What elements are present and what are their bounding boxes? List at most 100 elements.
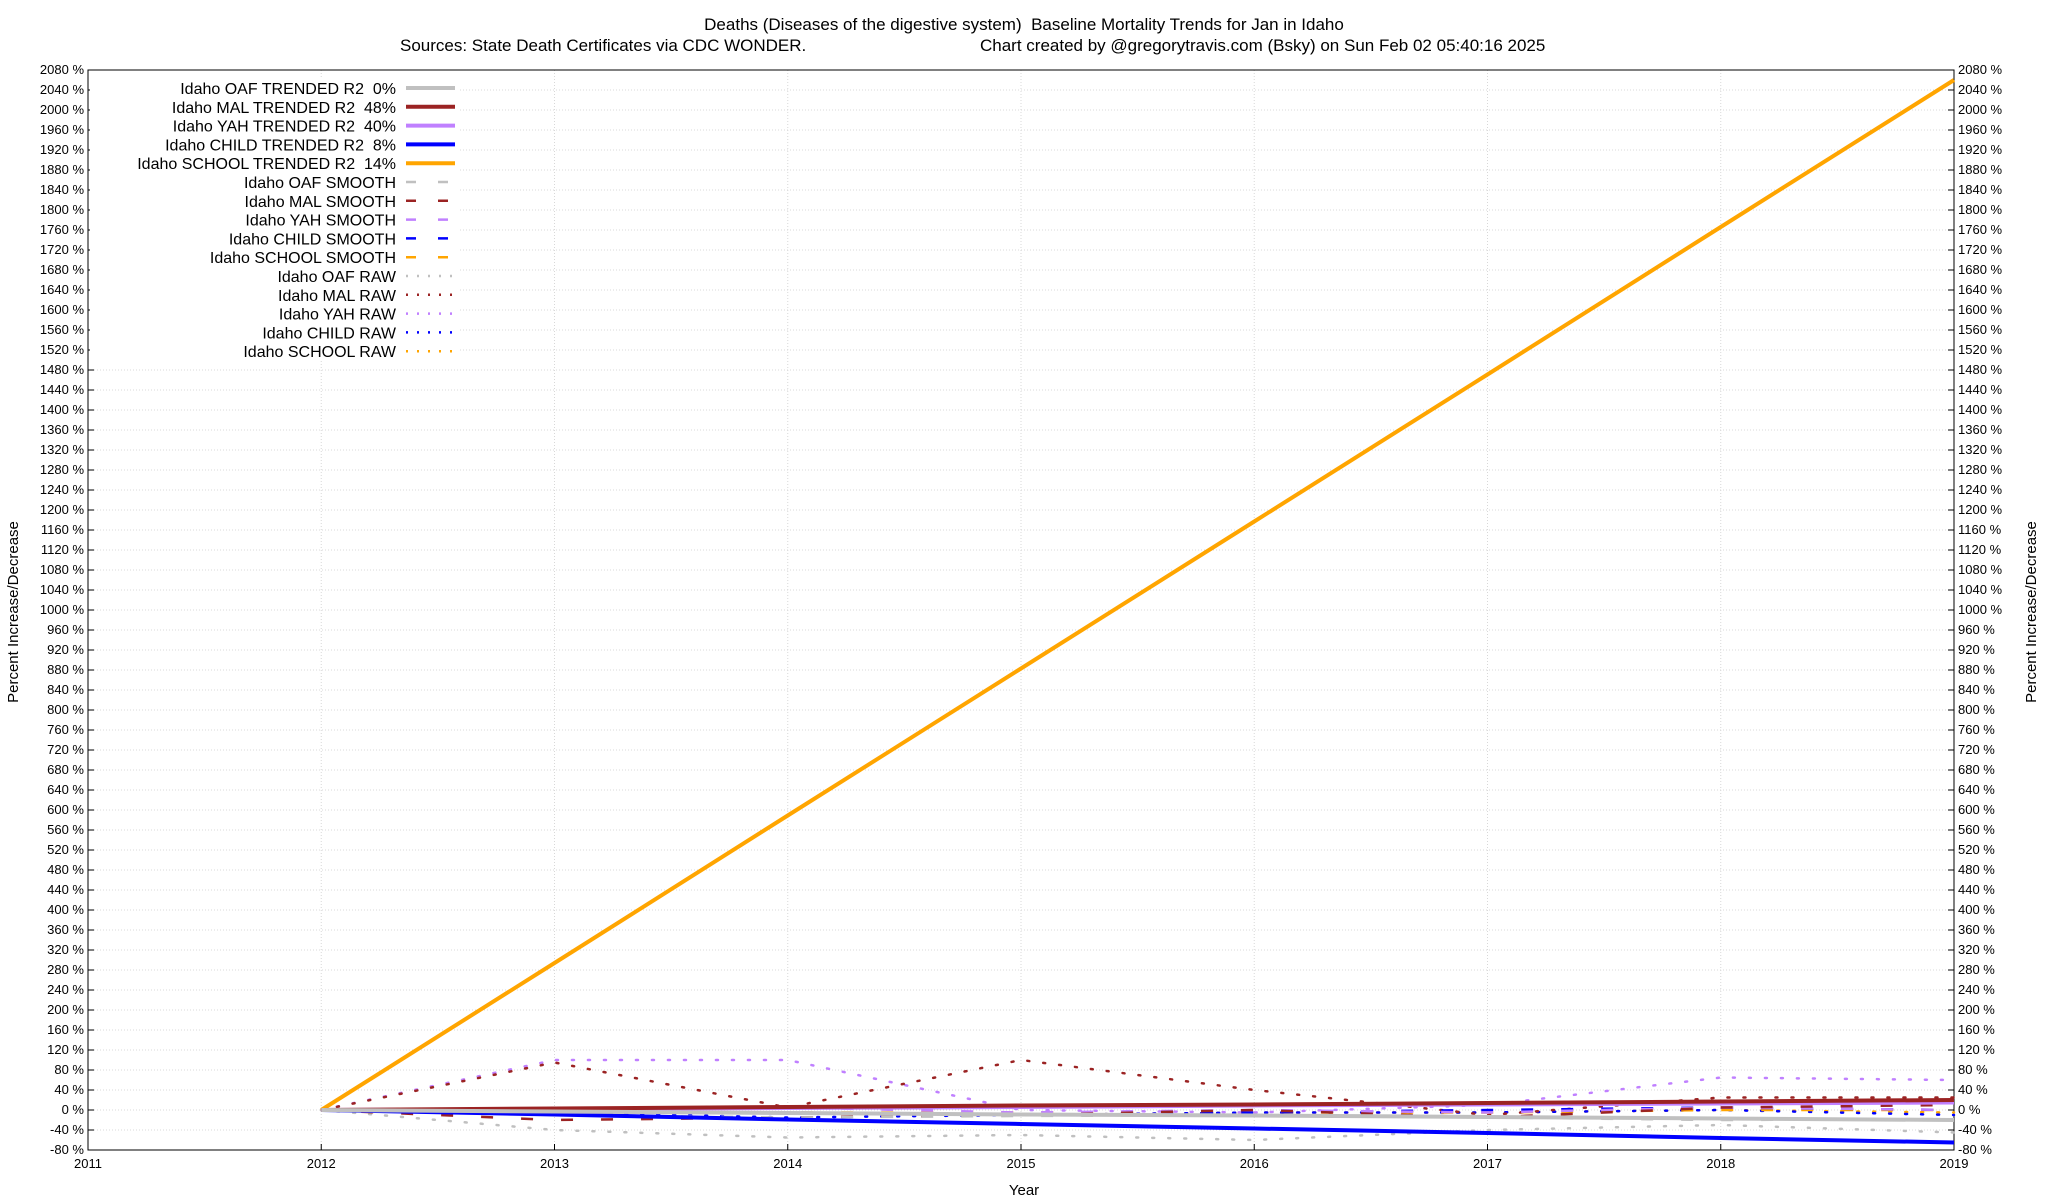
y2-tick-label: 1840 % bbox=[1958, 182, 2003, 197]
y2-tick-label: 1360 % bbox=[1958, 422, 2003, 437]
y-tick-label: 840 % bbox=[47, 682, 84, 697]
y2-tick-label: 840 % bbox=[1958, 682, 1995, 697]
legend-label: Idaho YAH RAW bbox=[279, 307, 397, 324]
y-tick-label: 1800 % bbox=[40, 202, 85, 217]
y-axis-label: Percent Increase/Decrease bbox=[5, 521, 22, 703]
legend-label: Idaho OAF SMOOTH bbox=[244, 175, 396, 192]
y2-tick-label: 2040 % bbox=[1958, 82, 2003, 97]
y2-tick-label: 1240 % bbox=[1958, 482, 2003, 497]
y2-tick-label: -40 % bbox=[1958, 1122, 1992, 1137]
legend-bg bbox=[90, 210, 460, 230]
y-tick-label: 2000 % bbox=[40, 102, 85, 117]
y2-tick-label: 1760 % bbox=[1958, 222, 2003, 237]
plot-frame bbox=[87, 69, 1955, 1151]
y-tick-label: 1520 % bbox=[40, 342, 85, 357]
y-tick-label: 1480 % bbox=[40, 362, 85, 377]
y2-tick-label: 1720 % bbox=[1958, 242, 2003, 257]
legend-bg bbox=[90, 342, 460, 361]
y-tick-label: 120 % bbox=[47, 1042, 84, 1057]
y-tick-label: 680 % bbox=[47, 762, 84, 777]
y2-tick-label: 0 % bbox=[1958, 1102, 1981, 1117]
legend-label: Idaho MAL RAW bbox=[278, 288, 397, 305]
x-tick-label: 2013 bbox=[540, 1156, 569, 1171]
series-line bbox=[321, 1098, 1955, 1112]
y2-tick-label: 440 % bbox=[1958, 882, 1995, 897]
legend-bg bbox=[90, 304, 460, 324]
chart-title: Deaths (Diseases of the digestive system… bbox=[704, 15, 1344, 34]
y2-tick-label: 1040 % bbox=[1958, 582, 2003, 597]
x-tick-label: 2014 bbox=[773, 1156, 802, 1171]
legend-label: Idaho SCHOOL TRENDED R2 14% bbox=[137, 156, 396, 173]
x-tick-label: 2017 bbox=[1473, 1156, 1502, 1171]
x-tick-label: 2016 bbox=[1240, 1156, 1269, 1171]
legend-bg bbox=[90, 191, 460, 211]
y-tick-label: 1160 % bbox=[41, 522, 85, 537]
y2-tick-label: 280 % bbox=[1958, 962, 1995, 977]
y2-tick-label: 1800 % bbox=[1958, 202, 2003, 217]
y-tick-label: -40 % bbox=[50, 1122, 84, 1137]
y2-tick-label: -80 % bbox=[1958, 1142, 1992, 1157]
series-line bbox=[321, 1108, 1955, 1145]
y-tick-label: 280 % bbox=[47, 962, 84, 977]
series-line bbox=[320, 1108, 1956, 1142]
y2-tick-label: 1320 % bbox=[1958, 442, 2003, 457]
y2-tick-label: 2000 % bbox=[1958, 102, 2003, 117]
y2-tick-label: 1400 % bbox=[1958, 402, 2003, 417]
y-tick-label: 1960 % bbox=[40, 122, 85, 137]
y-tick-label: 1120 % bbox=[41, 542, 85, 557]
y-tick-label: 80 % bbox=[54, 1062, 84, 1077]
y-tick-label: 600 % bbox=[47, 802, 84, 817]
y-tick-label: 1000 % bbox=[40, 602, 85, 617]
y2-tick-label: 800 % bbox=[1958, 702, 1995, 717]
legend-bg bbox=[90, 116, 460, 136]
y2-tick-label: 1120 % bbox=[1958, 542, 2002, 557]
series-line bbox=[320, 78, 1956, 1112]
y-tick-label: 1680 % bbox=[40, 262, 85, 277]
legend-label: Idaho OAF TRENDED R2 0% bbox=[180, 81, 396, 98]
y-tick-label: 560 % bbox=[47, 822, 84, 837]
legend-label: Idaho MAL SMOOTH bbox=[245, 194, 396, 211]
y2-tick-label: 1880 % bbox=[1958, 162, 2003, 177]
y2-tick-label: 240 % bbox=[1958, 982, 1995, 997]
y-tick-label: 1360 % bbox=[40, 422, 85, 437]
y2-tick-label: 760 % bbox=[1958, 722, 1995, 737]
legend-bg bbox=[90, 173, 460, 192]
y2-tick-label: 1080 % bbox=[1958, 562, 2003, 577]
y-tick-label: 800 % bbox=[47, 702, 84, 717]
series-line bbox=[321, 1108, 1955, 1122]
y-tick-label: 160 % bbox=[47, 1022, 84, 1037]
y2-tick-label: 1600 % bbox=[1958, 302, 2003, 317]
y2-tick-label: 1280 % bbox=[1958, 462, 2003, 477]
y-tick-label: 1080 % bbox=[40, 562, 85, 577]
x-tick-label: 2018 bbox=[1706, 1156, 1735, 1171]
y-tick-label: 1320 % bbox=[40, 442, 85, 457]
y-tick-label: 1920 % bbox=[40, 142, 85, 157]
y-tick-label: 440 % bbox=[47, 882, 84, 897]
y2-tick-label: 1520 % bbox=[1958, 342, 2003, 357]
y2-tick-label: 1200 % bbox=[1958, 502, 2003, 517]
legend-label: Idaho YAH SMOOTH bbox=[245, 213, 396, 230]
legend-bg bbox=[90, 285, 460, 305]
series-line bbox=[321, 1103, 1955, 1122]
y2-tick-label: 80 % bbox=[1958, 1062, 1988, 1077]
y2-tick-label: 160 % bbox=[1958, 1022, 1995, 1037]
y-tick-label: 0 % bbox=[62, 1102, 85, 1117]
legend-label: Idaho CHILD TRENDED R2 8% bbox=[165, 137, 396, 154]
y2-tick-label: 960 % bbox=[1958, 622, 1995, 637]
y2-tick-label: 360 % bbox=[1958, 922, 1995, 937]
y-tick-label: 1200 % bbox=[40, 502, 85, 517]
y-tick-label: 1280 % bbox=[40, 462, 85, 477]
legend-label: Idaho SCHOOL RAW bbox=[243, 344, 397, 361]
legend-bg bbox=[90, 248, 460, 267]
y2-tick-label: 1640 % bbox=[1958, 282, 2003, 297]
y2-tick-label: 560 % bbox=[1958, 822, 1995, 837]
x-tick-label: 2012 bbox=[307, 1156, 336, 1171]
y-tick-label: 360 % bbox=[47, 922, 84, 937]
y2-tick-label: 680 % bbox=[1958, 762, 1995, 777]
y-tick-label: 1240 % bbox=[40, 482, 85, 497]
y2-tick-label: 1000 % bbox=[1958, 602, 2003, 617]
y2-tick-label: 920 % bbox=[1958, 642, 1995, 657]
y-tick-label: 920 % bbox=[47, 642, 84, 657]
legend-bg bbox=[90, 323, 460, 343]
